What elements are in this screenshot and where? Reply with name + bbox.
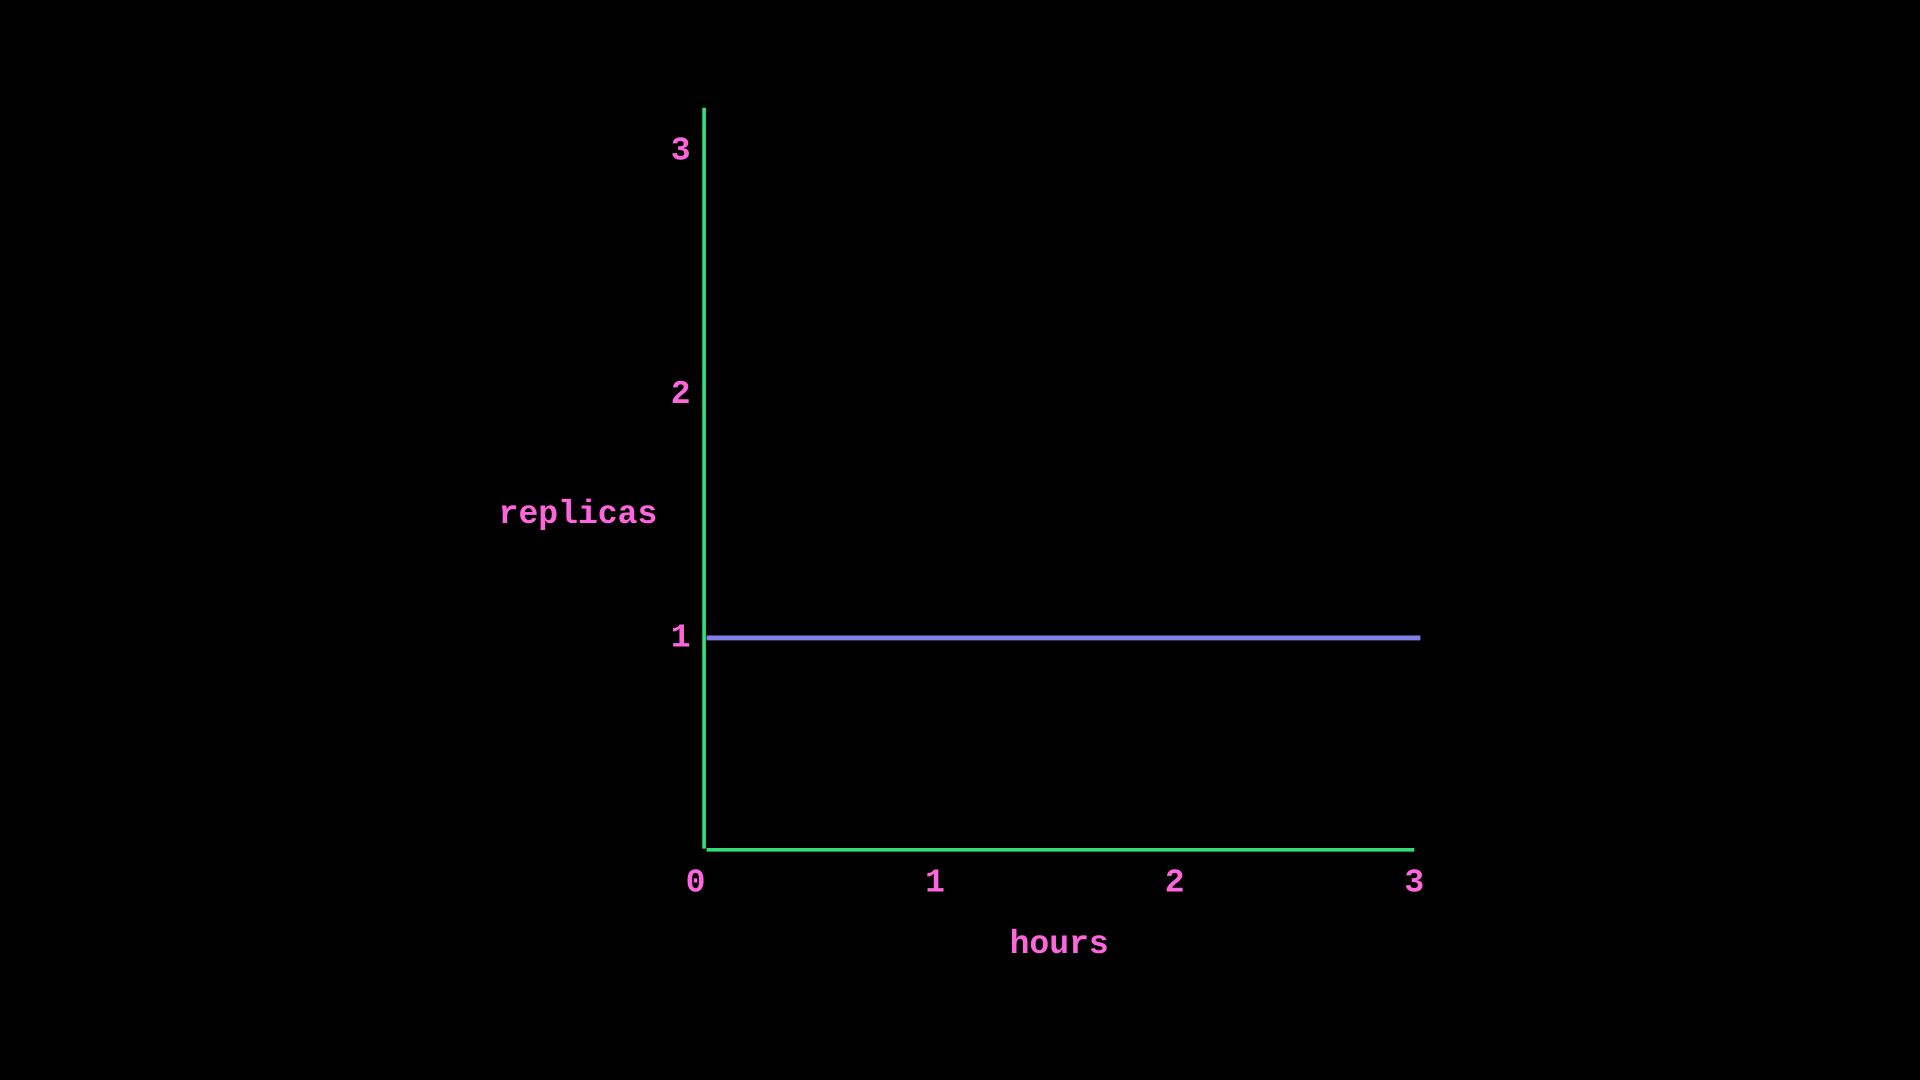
x-tick-label: 3	[1404, 864, 1424, 902]
y-tick-label: 3	[671, 131, 691, 169]
x-tick-label: 0	[686, 864, 706, 902]
x-axis-label: hours	[1010, 925, 1109, 963]
x-tick-label: 1	[925, 864, 945, 902]
y-tick-label: 2	[671, 375, 691, 413]
y-tick-label: 1	[671, 619, 691, 657]
y-axis-label: replicas	[499, 495, 658, 533]
x-tick-label: 2	[1165, 864, 1185, 902]
